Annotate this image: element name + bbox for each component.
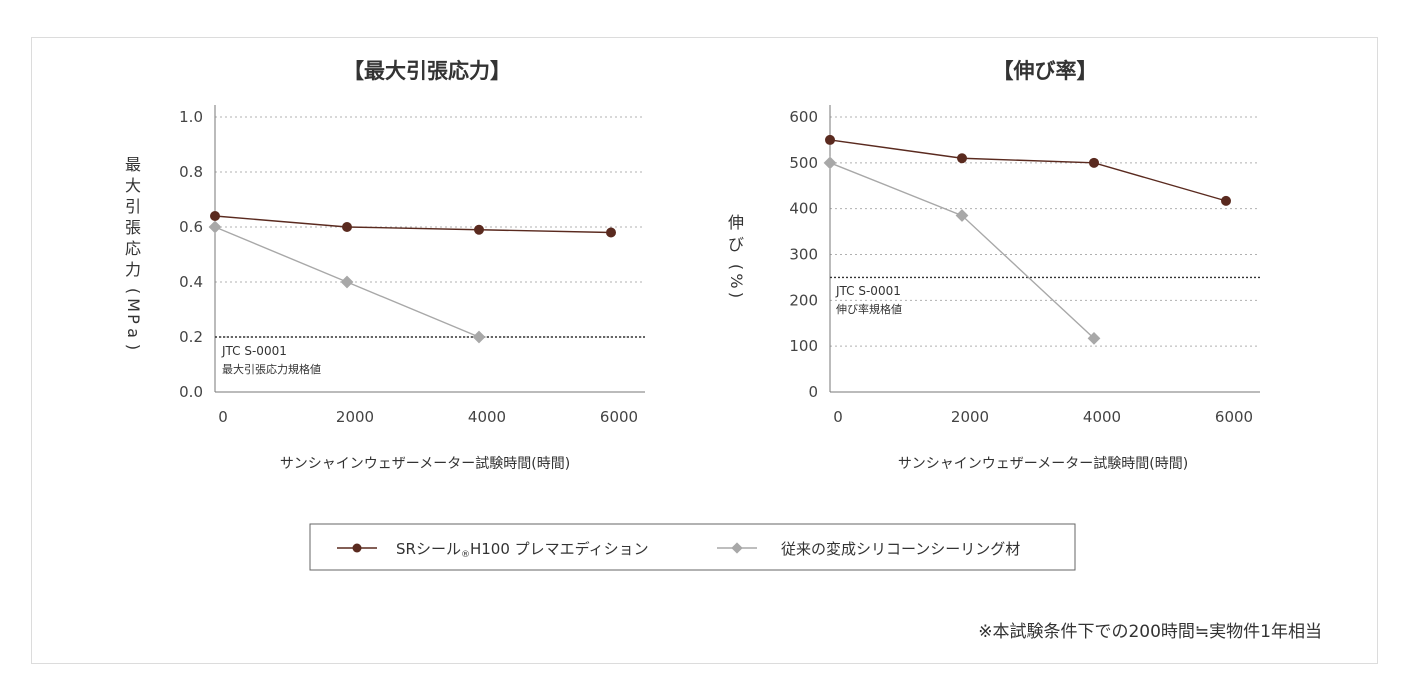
x-tick-label: 6000 [600, 408, 638, 426]
legend-label-series1: SRシール®H100 プレマエディション [396, 540, 649, 560]
y-axis-label-char: % [727, 273, 746, 288]
y-tick-label: 0.6 [179, 218, 203, 236]
y-axis-label-char: ) [727, 292, 746, 298]
legend-marker-series1 [352, 543, 362, 553]
y-tick-label: 0 [808, 383, 818, 401]
x-axis-label-elongation: サンシャインウェザーメーター試験時間(時間) [898, 456, 1188, 472]
y-tick-label: 0.2 [179, 328, 203, 346]
y-tick-label: 500 [789, 154, 818, 172]
x-tick-label: 4000 [468, 408, 506, 426]
data-point-series1 [342, 222, 352, 232]
y-axis-label-char: ( [124, 288, 143, 294]
x-tick-label: 2000 [951, 408, 989, 426]
y-tick-label: 600 [789, 108, 818, 126]
registered-mark: ® [461, 550, 470, 560]
y-tick-label: 300 [789, 246, 818, 264]
y-axis-label-char: M [124, 298, 143, 312]
data-point-series1 [957, 153, 967, 164]
data-point-series1 [1089, 157, 1099, 168]
x-axis-label-stress: サンシャインウェザーメーター試験時間(時間) [280, 456, 570, 472]
data-point-series2 [340, 275, 354, 289]
y-axis-label-char: 引 [125, 197, 141, 216]
y-tick-label: 0.4 [179, 273, 203, 291]
x-tick-label: 6000 [1215, 408, 1253, 426]
data-point-series1 [825, 134, 835, 145]
y-tick-label: 1.0 [179, 108, 203, 126]
y-tick-label: 400 [789, 200, 818, 218]
y-tick-label: 0.8 [179, 163, 203, 181]
legend-marker-series2 [731, 542, 743, 554]
data-point-series1 [1221, 195, 1231, 206]
y-tick-label: 200 [789, 291, 818, 309]
data-point-series2 [208, 220, 222, 234]
y-axis-label-char: a [124, 328, 143, 338]
reference-label-name: 最大引張応力規格値 [222, 362, 321, 376]
legend: SRシール®H100 プレマエディション 従来の変成シリコーンシーリング材 [309, 523, 1076, 571]
y-axis-label-char: 伸 [728, 213, 744, 232]
data-point-series1 [210, 211, 220, 221]
y-axis-label-char: 張 [125, 218, 141, 237]
data-point-series2 [823, 156, 837, 170]
chart-frame [31, 37, 1378, 664]
legend-label-series1-main: SRシール [396, 540, 461, 558]
data-point-series1 [474, 224, 484, 235]
y-axis-label-char: 応 [125, 239, 141, 258]
y-axis-label-char: び [728, 235, 744, 254]
legend-box [309, 523, 1076, 571]
y-axis-label-char: P [124, 314, 143, 324]
data-point-series2 [472, 330, 486, 344]
x-tick-label: 2000 [336, 408, 374, 426]
y-axis-label-stress: 最大引張応力 ( MPa) [124, 155, 143, 350]
series-line-1 [829, 139, 1227, 202]
x-tick-label: 4000 [1083, 408, 1121, 426]
data-point-series1 [606, 227, 616, 238]
chart-stress: 0.0 0.2 0.4 0.6 0.8 1.0 0 2000 4000 6000 JTC S-000… [179, 105, 645, 426]
reference-label-name: 伸び率規格値 [836, 302, 902, 316]
y-axis-label-char: 力 [125, 260, 141, 279]
footnote: ※本試験条件下での200時間≒実物件1年相当 [978, 622, 1322, 642]
chart-title-elongation: 【伸び率】 [993, 59, 1098, 83]
y-tick-label: 100 [789, 337, 818, 355]
x-tick-label: 0 [218, 408, 228, 426]
reference-label-standard: JTC S-0001 [221, 344, 287, 358]
legend-label-series1-rest: H100 プレマエディション [470, 540, 649, 558]
chart-title-stress: 【最大引張応力】 [343, 59, 511, 83]
series-line-1 [214, 215, 612, 234]
y-axis-label-char: ) [124, 344, 143, 350]
y-axis-label-char: ( [727, 264, 746, 270]
x-tick-label: 0 [833, 408, 843, 426]
y-axis-label-elongation: 伸び (%) [727, 213, 746, 298]
reference-label-standard: JTC S-0001 [835, 284, 901, 298]
y-axis-label-char: 大 [125, 176, 141, 195]
y-axis-label-char: 最 [125, 155, 141, 174]
legend-label-series2: 従来の変成シリコーンシーリング材 [781, 540, 1020, 558]
y-tick-label: 0.0 [179, 383, 203, 401]
